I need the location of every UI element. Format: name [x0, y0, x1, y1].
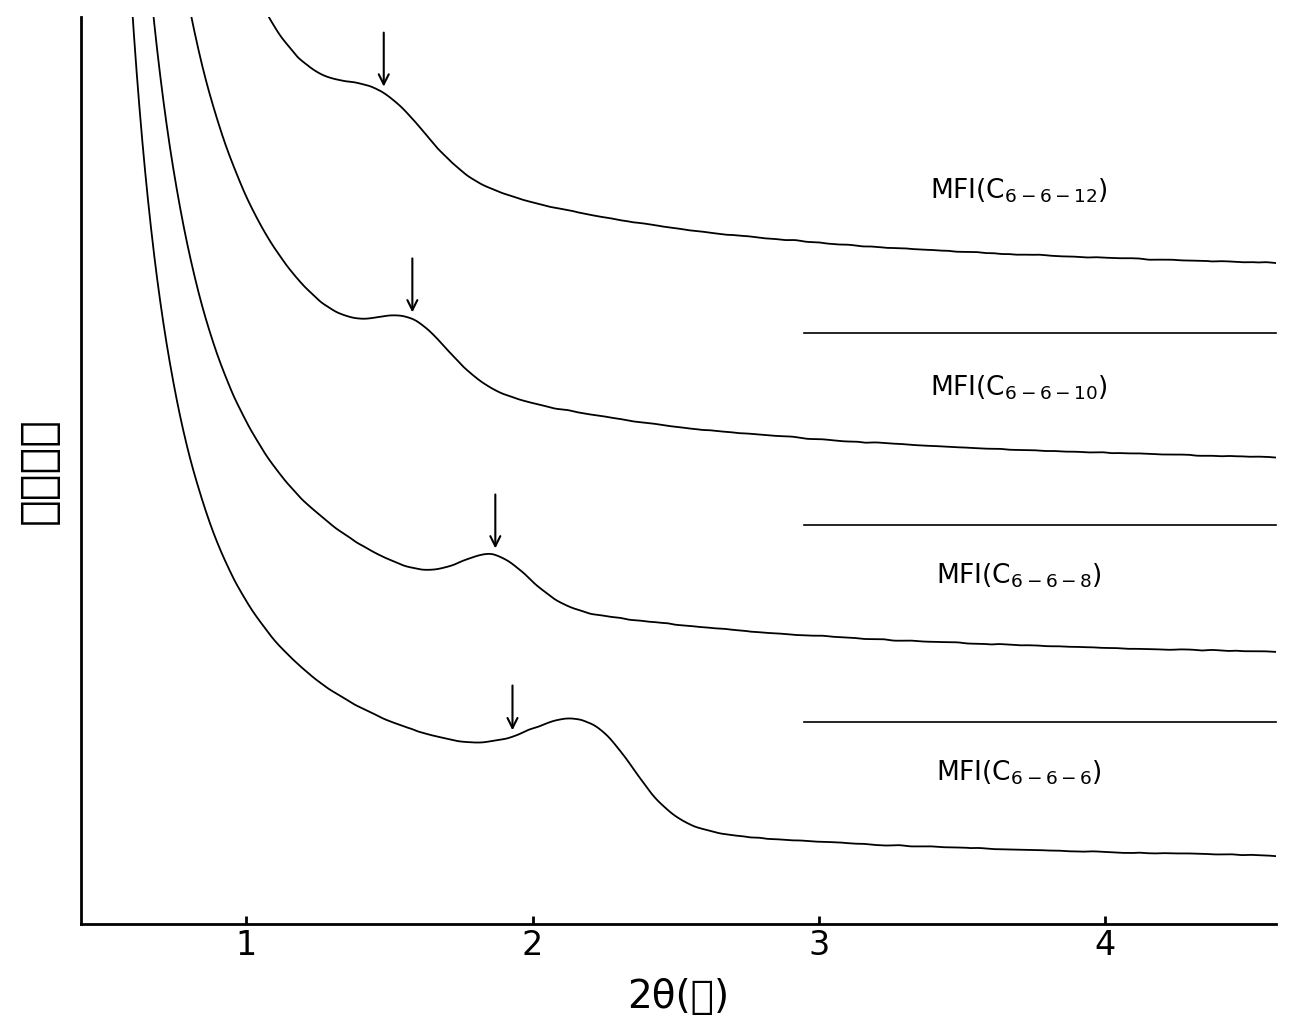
Text: MFI(C$_{6-6-6}$): MFI(C$_{6-6-6}$) — [936, 758, 1102, 787]
X-axis label: 2θ(度): 2θ(度) — [627, 978, 729, 1016]
Text: MFI(C$_{6-6-10}$): MFI(C$_{6-6-10}$) — [930, 374, 1108, 402]
Text: MFI(C$_{6-6-8}$): MFI(C$_{6-6-8}$) — [936, 561, 1102, 590]
Text: MFI(C$_{6-6-12}$): MFI(C$_{6-6-12}$) — [930, 177, 1108, 205]
Y-axis label: 相对强度: 相对强度 — [17, 416, 59, 524]
